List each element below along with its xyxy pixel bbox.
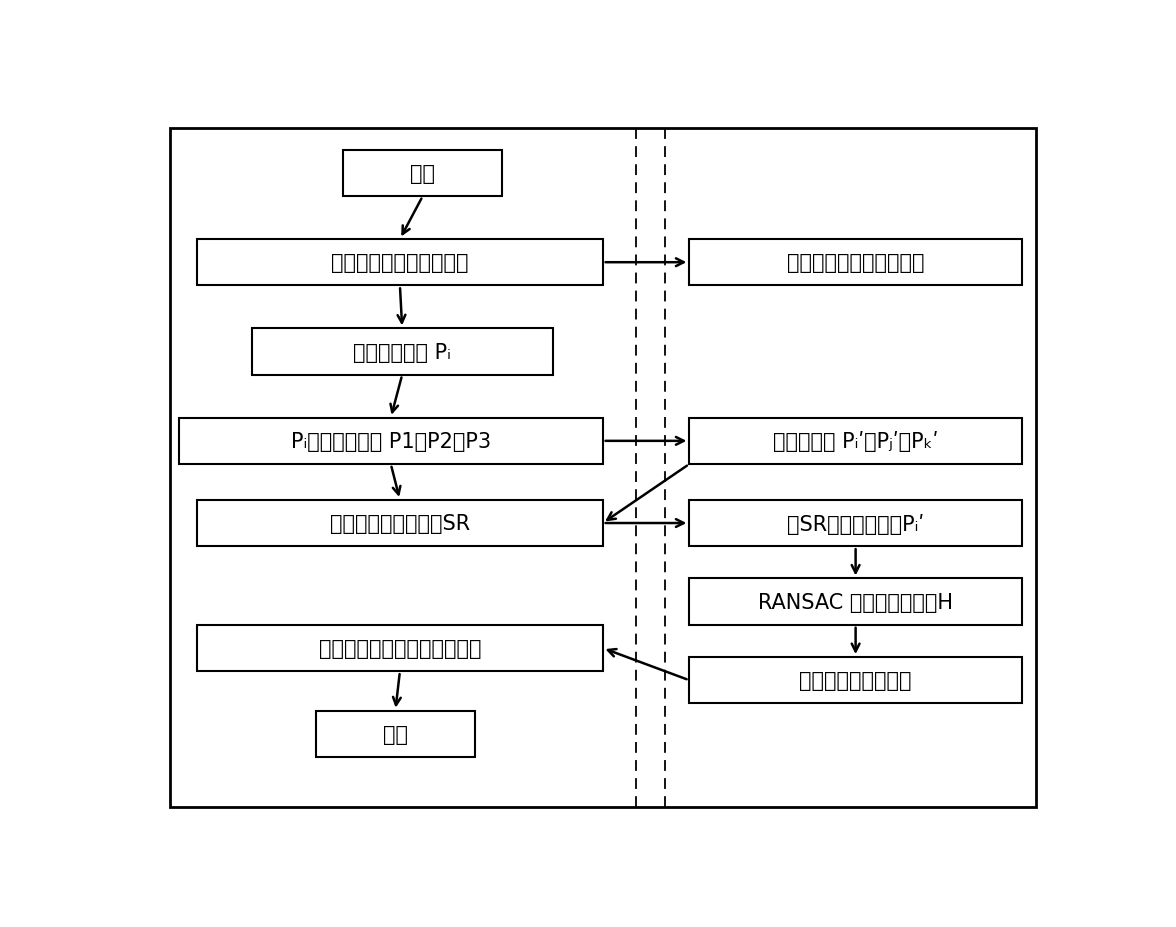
Bar <box>343 150 502 197</box>
Text: 开辟显存空间，存入图像: 开辟显存空间，存入图像 <box>787 253 924 273</box>
Text: 开辟内存空间，读入图像: 开辟内存空间，读入图像 <box>332 253 469 273</box>
Bar <box>689 240 1022 286</box>
Bar <box>252 329 553 375</box>
Text: RANSAC 求射影变换模型H: RANSAC 求射影变换模型H <box>759 592 953 612</box>
Bar <box>689 501 1022 547</box>
Bar <box>198 625 603 671</box>
Text: 求最佳拼接线，进行图像融合: 求最佳拼接线，进行图像融合 <box>319 639 481 658</box>
Text: 开始: 开始 <box>410 164 435 184</box>
Bar <box>179 418 603 464</box>
Text: 结束: 结束 <box>383 724 408 744</box>
Bar <box>198 240 603 286</box>
Bar <box>689 657 1022 704</box>
Bar <box>315 711 475 757</box>
Text: 选择待匹配点 Pᵢ: 选择待匹配点 Pᵢ <box>353 342 452 362</box>
Bar <box>198 501 603 547</box>
Text: 计算自适应搜索区域SR: 计算自适应搜索区域SR <box>329 514 470 533</box>
Text: 在SR中查找匹配点Pᵢʹ: 在SR中查找匹配点Pᵢʹ <box>787 513 924 534</box>
Text: 查找匹配点 Pᵢʹ，Pⱼʹ，Pₖʹ: 查找匹配点 Pᵢʹ，Pⱼʹ，Pₖʹ <box>773 431 938 451</box>
Text: Pᵢ中选择三个点 P1，P2，P3: Pᵢ中选择三个点 P1，P2，P3 <box>290 431 490 451</box>
Bar <box>689 418 1022 464</box>
Text: 对图像进行射影变换: 对图像进行射影变换 <box>800 670 911 691</box>
Bar <box>689 578 1022 625</box>
